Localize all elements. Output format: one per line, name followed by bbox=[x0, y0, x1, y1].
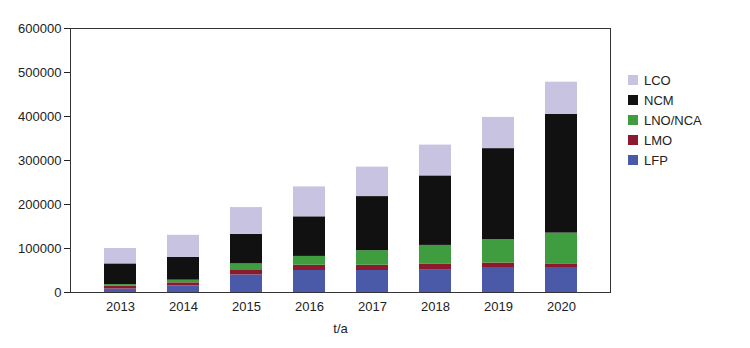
svg-text:100000: 100000 bbox=[18, 241, 61, 256]
svg-text:2013: 2013 bbox=[106, 299, 135, 314]
svg-text:2017: 2017 bbox=[358, 299, 387, 314]
svg-text:500000: 500000 bbox=[18, 65, 61, 80]
svg-text:600000: 600000 bbox=[18, 21, 61, 36]
svg-text:2020: 2020 bbox=[547, 299, 576, 314]
svg-text:2018: 2018 bbox=[421, 299, 450, 314]
svg-text:200000: 200000 bbox=[18, 197, 61, 212]
html-text:LCO: LCO bbox=[644, 72, 671, 88]
html-text:LMO: LMO bbox=[644, 132, 673, 148]
svg-text:t/a: t/a bbox=[333, 321, 348, 336]
svg-text:2014: 2014 bbox=[169, 299, 198, 314]
html-text:LNO/NCA: LNO/NCA bbox=[644, 112, 702, 128]
svg-text:0: 0 bbox=[54, 285, 61, 300]
svg-text:2015: 2015 bbox=[232, 299, 261, 314]
html-text:LFP: LFP bbox=[644, 152, 668, 168]
svg-text:400000: 400000 bbox=[18, 109, 61, 124]
html-text:NCM: NCM bbox=[644, 92, 674, 108]
svg-text:300000: 300000 bbox=[18, 153, 61, 168]
svg-text:2016: 2016 bbox=[295, 299, 324, 314]
svg-text:2019: 2019 bbox=[484, 299, 513, 314]
